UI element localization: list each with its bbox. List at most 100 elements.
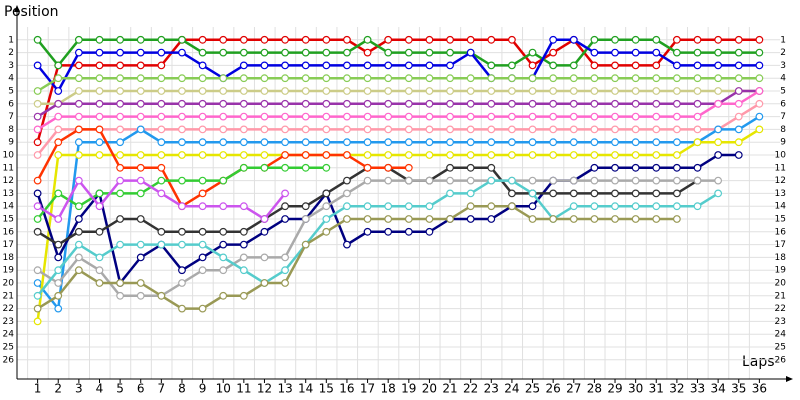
y-tick-label: 5	[8, 87, 14, 97]
point	[363, 202, 372, 211]
point	[693, 74, 702, 83]
point	[239, 112, 248, 121]
point	[487, 151, 496, 159]
point	[508, 202, 516, 211]
point	[590, 189, 599, 198]
point	[466, 176, 475, 185]
point	[714, 138, 723, 147]
point	[54, 279, 63, 287]
point	[136, 151, 145, 159]
point	[74, 151, 83, 159]
point	[281, 253, 289, 262]
point	[528, 125, 537, 134]
point	[198, 35, 207, 44]
point	[363, 48, 372, 57]
point	[714, 35, 723, 44]
point	[755, 87, 764, 95]
y-tick-label: 3	[8, 61, 14, 71]
point	[508, 151, 516, 159]
point	[672, 163, 681, 172]
point	[219, 35, 228, 44]
point	[178, 240, 186, 249]
y-tick-label: 2	[780, 48, 786, 58]
point	[322, 202, 331, 211]
point	[116, 215, 125, 223]
point	[384, 138, 393, 147]
point	[54, 87, 63, 95]
point	[33, 176, 42, 185]
point	[95, 48, 104, 57]
point	[136, 74, 145, 83]
point	[219, 112, 228, 121]
point	[755, 61, 764, 70]
point	[384, 202, 393, 211]
point	[384, 227, 393, 236]
point	[343, 74, 351, 83]
point	[404, 227, 413, 236]
point	[178, 87, 186, 95]
point	[590, 112, 599, 121]
point	[281, 202, 289, 211]
point	[136, 279, 145, 287]
point	[54, 99, 63, 108]
point	[33, 291, 42, 300]
y-tick-label: 13	[775, 189, 786, 199]
point	[363, 227, 372, 236]
point	[260, 112, 269, 121]
point	[219, 125, 228, 134]
point	[239, 151, 248, 159]
y-tick-label: 1	[780, 35, 786, 45]
point	[528, 138, 537, 147]
y-tick-label: 22	[775, 304, 786, 314]
point	[260, 163, 269, 172]
y-tick-label: 17	[3, 240, 14, 250]
point	[734, 35, 743, 44]
point	[446, 48, 454, 57]
point	[590, 163, 599, 172]
point	[631, 74, 640, 83]
point	[54, 125, 63, 134]
point	[116, 99, 125, 108]
point	[693, 87, 702, 95]
point	[549, 215, 558, 223]
point	[178, 202, 186, 211]
point	[446, 176, 454, 185]
point	[33, 61, 42, 70]
point	[322, 35, 331, 44]
point	[95, 151, 104, 159]
x-tick-label: 27	[566, 382, 581, 396]
point	[136, 87, 145, 95]
point	[508, 99, 516, 108]
point	[219, 99, 228, 108]
point	[301, 151, 310, 159]
point	[260, 35, 269, 44]
x-tick-label: 34	[710, 382, 725, 396]
point	[198, 87, 207, 95]
point	[693, 176, 702, 185]
point	[178, 74, 186, 83]
point	[569, 125, 578, 134]
x-tick-label: 12	[257, 382, 272, 396]
point	[611, 99, 619, 108]
point	[466, 112, 475, 121]
point	[549, 112, 558, 121]
point	[95, 138, 104, 147]
point	[363, 215, 372, 223]
point	[260, 61, 269, 70]
point	[549, 61, 558, 70]
point	[363, 125, 372, 134]
point	[652, 112, 661, 121]
point	[446, 215, 454, 223]
point	[446, 35, 454, 44]
point	[74, 48, 83, 57]
x-tick-label: 15	[319, 382, 334, 396]
x-axis-label: Laps	[742, 354, 775, 370]
point	[714, 74, 723, 83]
x-tick-label: 28	[587, 382, 602, 396]
point	[446, 99, 454, 108]
point	[116, 35, 125, 44]
x-tick-label: 17	[360, 382, 375, 396]
point	[631, 99, 640, 108]
point	[404, 87, 413, 95]
point	[672, 87, 681, 95]
